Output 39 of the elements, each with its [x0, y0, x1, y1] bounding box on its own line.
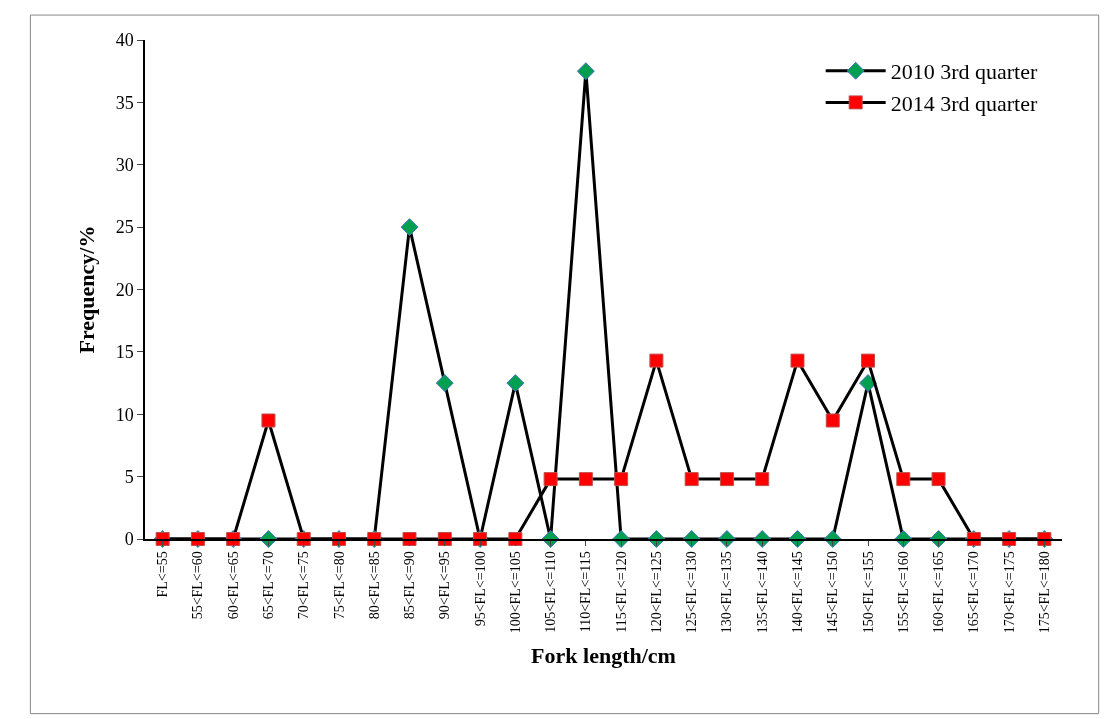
x-tick-label: 135<FL<=140: [754, 551, 770, 634]
x-tick-label: 115<FL<=120: [613, 551, 629, 633]
x-tick-label: 160<FL<=165: [931, 551, 947, 634]
x-tick-label: 140<FL<=145: [790, 551, 806, 634]
legend-label: 2014 3rd quarter: [890, 90, 1038, 116]
y-tick-label: 0: [124, 529, 134, 550]
x-tick-label: 85<FL<=90: [402, 551, 418, 620]
x-tick-label: 90<FL<=95: [437, 551, 453, 620]
x-tick-label: 170<FL<=175: [1001, 551, 1017, 634]
x-tick-label: 120<FL<=125: [648, 551, 664, 634]
x-tick-label: 145<FL<=150: [825, 551, 841, 634]
x-tick-label: 55<FL<=60: [190, 551, 206, 620]
x-axis-title: Fork length/cm: [531, 642, 676, 668]
legend-label: 2010 3rd quarter: [890, 59, 1038, 85]
y-tick-label: 40: [115, 30, 134, 51]
x-tick-label: 105<FL<=110: [543, 551, 559, 633]
y-tick-label: 10: [115, 404, 134, 425]
x-tick-label: 80<FL<=85: [366, 551, 382, 620]
y-tick-label: 25: [115, 217, 134, 238]
y-tick-label: 15: [115, 342, 134, 363]
y-tick-label: 5: [124, 466, 134, 487]
x-tick-label: 175<FL<=180: [1036, 551, 1052, 634]
x-tick-label: 70<FL<=75: [296, 551, 312, 620]
x-tick-label: 165<FL<=170: [966, 551, 982, 634]
x-tick-label: 60<FL<=65: [225, 551, 241, 620]
x-tick-label: 125<FL<=130: [684, 551, 700, 634]
x-tick-label: 75<FL<=80: [331, 551, 347, 620]
x-tick-label: 95<FL<=100: [472, 551, 488, 627]
x-tick-label: 155<FL<=160: [895, 551, 911, 634]
y-tick-label: 20: [115, 279, 134, 300]
x-tick-label: 150<FL<=155: [860, 551, 876, 634]
y-tick-label: 30: [115, 155, 134, 176]
x-tick-label: FL<=55: [155, 551, 171, 598]
x-tick-label: 65<FL<=70: [260, 551, 276, 620]
x-tick-label: 130<FL<=135: [719, 551, 735, 634]
y-axis-title: Frequency/%: [73, 225, 99, 354]
x-tick-label: 110<FL<=115: [578, 551, 594, 633]
y-tick-label: 35: [115, 92, 134, 113]
x-tick-label: 100<FL<=105: [507, 551, 523, 634]
